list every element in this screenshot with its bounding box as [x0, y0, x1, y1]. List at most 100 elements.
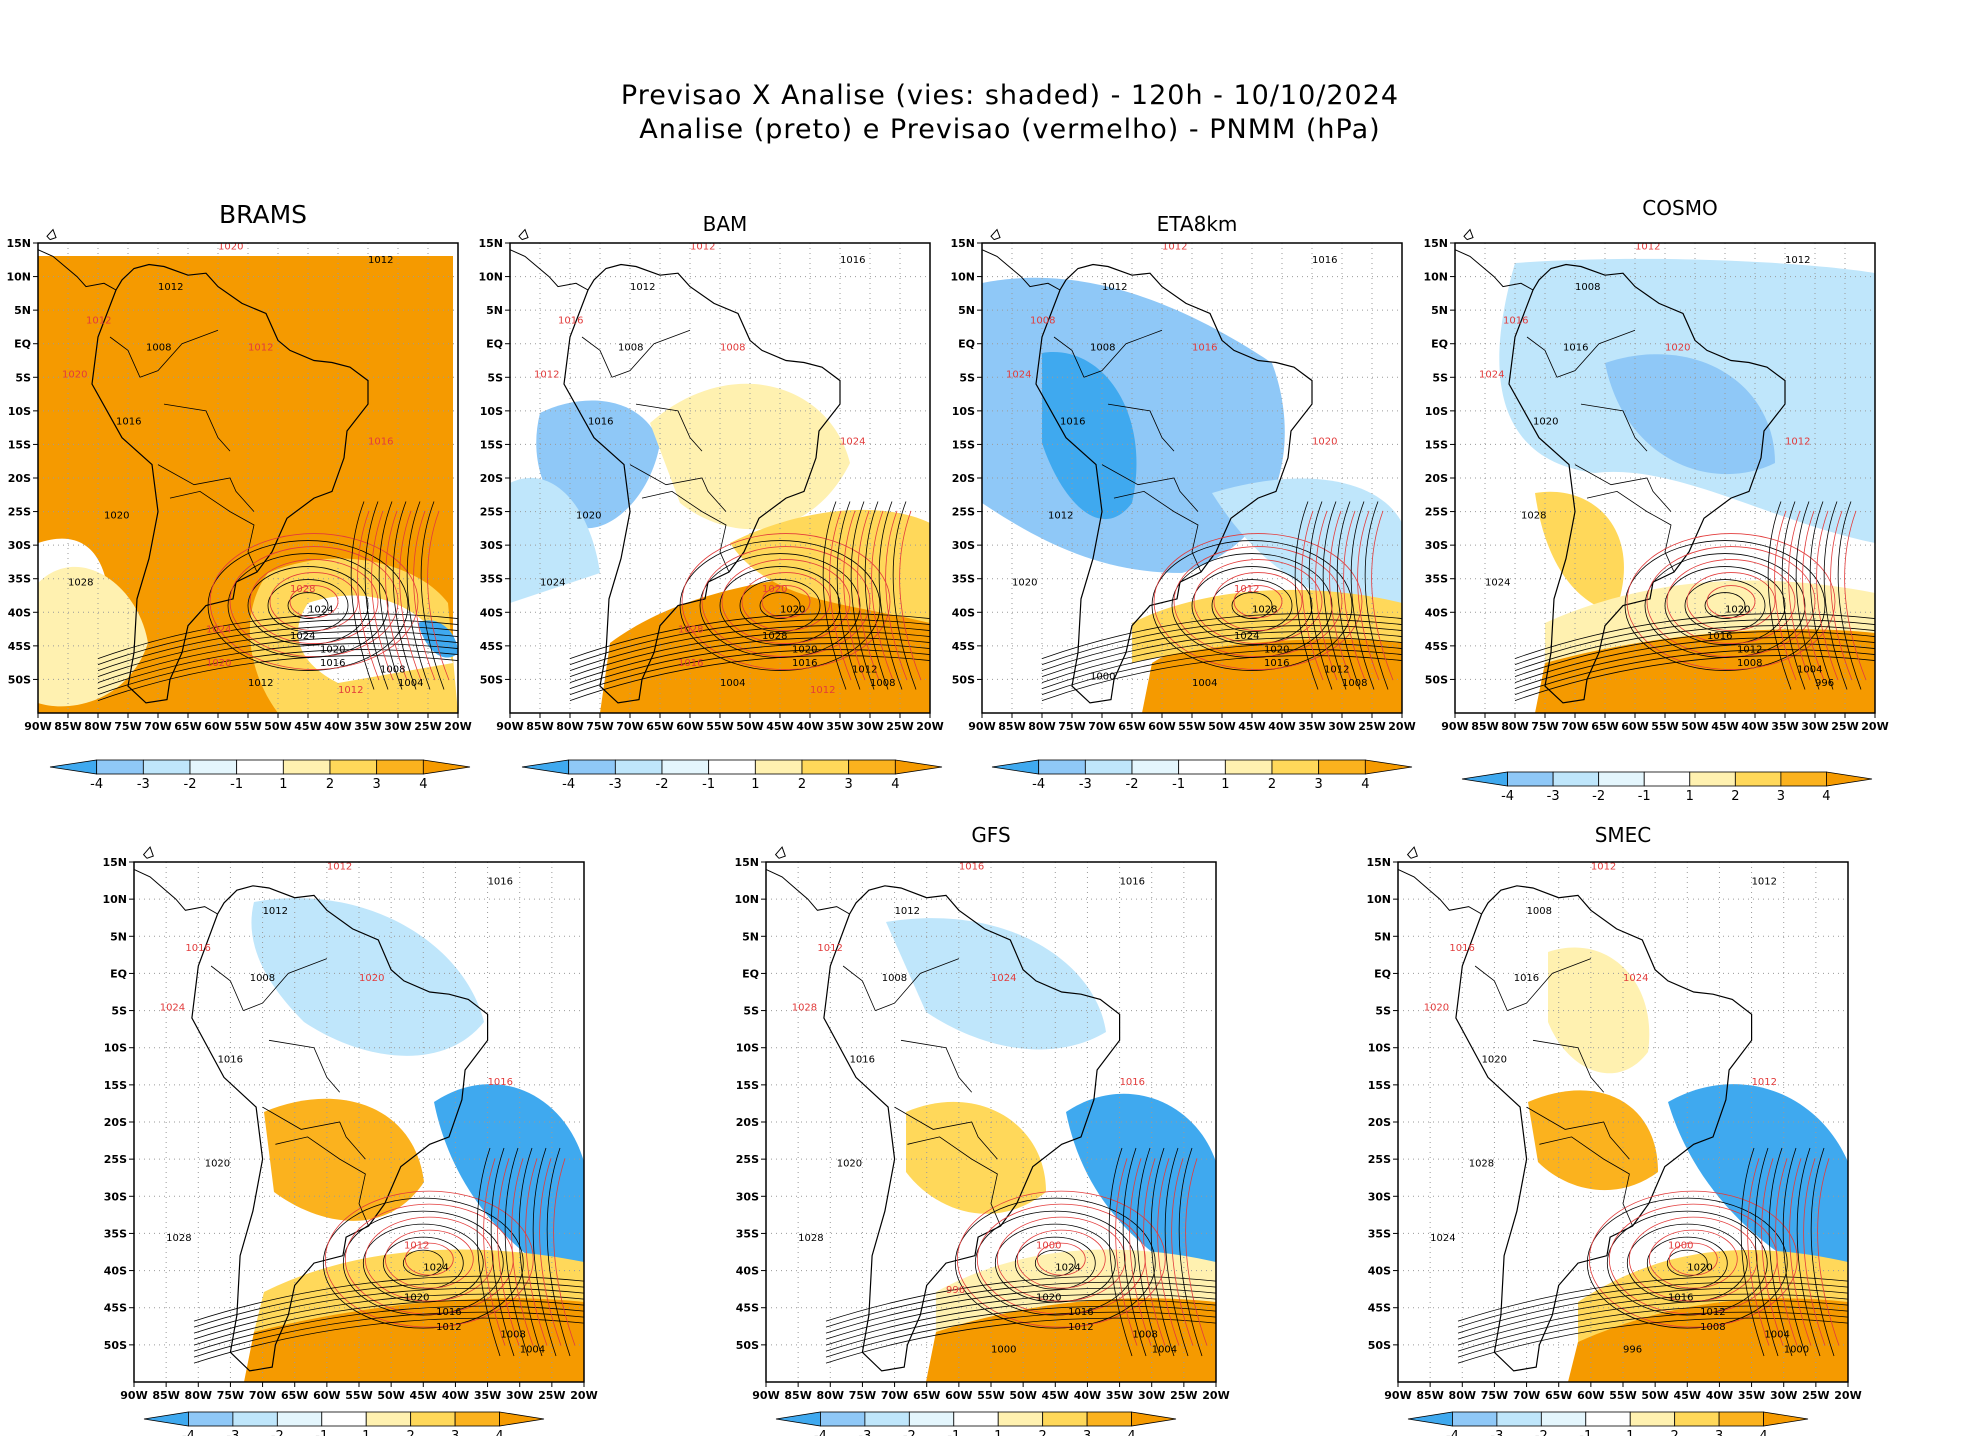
panel-eta8km: ETA8km: [982, 212, 1402, 713]
coastline-honduras: [518, 228, 529, 241]
colorbar-arrow-left: [1461, 771, 1508, 787]
lat-tick-label: 40S: [480, 606, 503, 619]
isobar-label-forecast: 1012: [690, 242, 715, 253]
lon-tick-label: 20W: [1388, 720, 1415, 733]
isobar-forecast: [1844, 510, 1867, 681]
colorbar-label: 3: [1777, 789, 1785, 804]
isobar-forecast: [1648, 1229, 1738, 1289]
isobar-forecast: [1817, 1158, 1840, 1346]
lon-tick-label: 50W: [264, 720, 291, 733]
lon-tick-label: 85W: [784, 1389, 811, 1402]
map-overlay: 1012 1008 1016 1020 1028 1024 1020 1016 1012 1008…: [1366, 846, 1862, 1402]
lat-tick-label: EQ: [110, 967, 127, 980]
isobar-label-analysis: 1016: [1668, 1292, 1693, 1303]
coastline-honduras: [1406, 846, 1418, 859]
isobar-forecast: [1315, 510, 1338, 681]
isobar-analysis: [1457, 1299, 1849, 1346]
isobar-label-forecast: 1024: [206, 624, 231, 635]
colorbar-label: -2: [184, 777, 197, 792]
bias-stronger-negative: [1605, 354, 1775, 475]
lat-tick-label: 45S: [952, 640, 975, 653]
isobar-label-forecast: 1020: [1665, 342, 1690, 353]
lon-tick-label: 65W: [913, 1389, 940, 1402]
isobar-analysis: [1034, 1249, 1076, 1277]
isobar-label-forecast: 1008: [1030, 316, 1055, 327]
isobar-analysis: [1457, 1305, 1849, 1352]
colorbar-segment: [410, 1411, 456, 1427]
lat-tick-label: 25S: [1368, 1153, 1391, 1166]
lat-tick-label: 35S: [104, 1227, 127, 1240]
isobar-label-analysis: 1016: [1563, 342, 1588, 353]
country-border: [894, 1106, 998, 1160]
isobar-label-analysis: 1012: [158, 282, 183, 293]
lat-tick-label: 20S: [736, 1116, 759, 1129]
lon-tick-label: 55W: [977, 1389, 1004, 1402]
bias-positive-south-america: [1528, 1090, 1658, 1191]
lat-tick-label: 15N: [950, 237, 975, 250]
lat-tick-label: EQ: [486, 338, 503, 351]
colorbar-arrow-left: [143, 1411, 189, 1427]
isobar-label-analysis: 1012: [1324, 665, 1349, 676]
lat-tick-label: 45S: [104, 1302, 127, 1315]
isobar-label-analysis: 1020: [1482, 1055, 1507, 1066]
colorbar-segment: [1042, 1411, 1088, 1427]
lat-tick-label: 40S: [1425, 606, 1448, 619]
colorbar-segment: [1496, 1411, 1542, 1427]
isobar-analysis: [97, 613, 459, 659]
dynamic-layer: 1012 1012 1008 1016 1020 1028 1024 1024 1020 1016…: [6, 228, 1889, 1436]
lon-tick-label: 45W: [410, 1389, 437, 1402]
lat-tick-label: 10N: [478, 271, 503, 284]
map-overlay: 1016 1012 1008 1016 1020 1024 1020 1028 1020 1016…: [478, 228, 944, 733]
isobar-forecast: [956, 1190, 1166, 1328]
country-border: [875, 958, 960, 1011]
isobar-label-analysis: 1016: [436, 1307, 461, 1318]
bias-negative-atlantic: [1066, 1093, 1216, 1292]
isobar-label-analysis: 1028: [1252, 604, 1277, 615]
isobar-analysis: [1586, 1197, 1788, 1329]
bias-light-blue-west: [510, 477, 600, 603]
isobar-label-analysis: 1004: [1152, 1344, 1177, 1355]
isobar-forecast: [857, 510, 880, 681]
isobar-label-analysis: 1012: [1700, 1307, 1725, 1318]
lon-tick-label: 55W: [234, 720, 261, 733]
colorbar-segment: [848, 759, 896, 775]
isobar-analysis: [193, 1299, 585, 1346]
isobar-label-forecast: 1020: [1424, 1003, 1449, 1014]
colorbar-label: 1: [994, 1429, 1002, 1436]
lon-tick-label: 35W: [1771, 720, 1798, 733]
isobar-analysis: [1191, 566, 1313, 645]
coastline-central-america: [1397, 868, 1482, 915]
colorbar-segment: [1674, 1411, 1720, 1427]
lon-tick-label: 60W: [945, 1389, 972, 1402]
isobar-analysis: [1781, 501, 1806, 690]
isobar-label-analysis: 1020: [1012, 577, 1037, 588]
isobar-forecast: [1788, 510, 1811, 681]
isobar-label-forecast: 1020: [359, 973, 384, 984]
lon-tick-label: 30W: [1770, 1389, 1797, 1402]
isobar-forecast: [1173, 546, 1343, 657]
panel-title: ETA8km: [1157, 212, 1238, 236]
isobar-analysis: [193, 1293, 585, 1340]
isobar-label-forecast: 1024: [1479, 369, 1504, 380]
isobar-label-forecast: 1024: [840, 436, 865, 447]
isobar-forecast: [483, 1158, 506, 1346]
isobar-forecast: [721, 559, 851, 644]
isobar-label-analysis: 1016: [1120, 876, 1145, 887]
lat-tick-label: 10N: [6, 271, 31, 284]
isobar-label-forecast: 1012: [327, 861, 352, 872]
isobar-forecast: [1171, 1158, 1194, 1346]
lon-tick-label: 90W: [24, 720, 51, 733]
lat-tick-label: 40S: [736, 1265, 759, 1278]
isobar-analysis: [546, 1147, 571, 1357]
isobar-analysis: [532, 1147, 557, 1357]
lat-tick-label: 15N: [478, 237, 503, 250]
country-border: [1474, 965, 1508, 1011]
country-border: [900, 1039, 973, 1093]
isobar-forecast: [1830, 510, 1853, 681]
colorbar-label: -2: [1126, 777, 1139, 792]
lat-tick-label: 30S: [480, 539, 503, 552]
isobar-label-analysis: 1012: [1737, 645, 1762, 656]
isobar-label-analysis: 1004: [520, 1344, 545, 1355]
isobar-label-analysis: 1012: [368, 255, 393, 266]
colorbar: -4 -3 -2 -1 1 2 3 4: [775, 1411, 1177, 1436]
